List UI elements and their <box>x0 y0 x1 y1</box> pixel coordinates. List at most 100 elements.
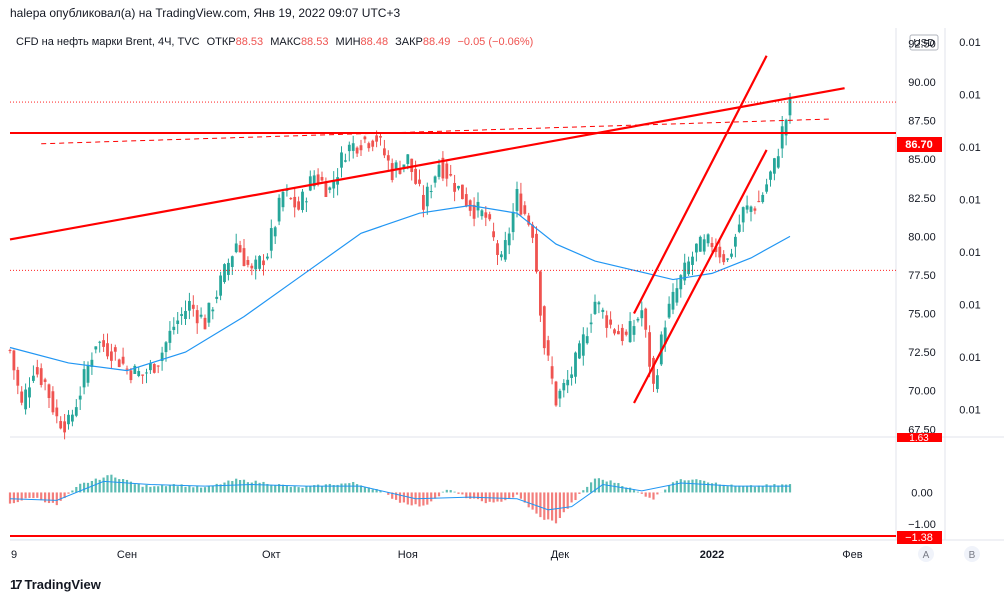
candle-body <box>429 191 433 193</box>
candle-body <box>542 306 546 349</box>
price-label: 86.70 <box>905 139 933 151</box>
candle-body <box>496 243 499 255</box>
candle-body <box>652 357 655 384</box>
candle-body <box>492 231 495 238</box>
candle-body <box>121 356 125 364</box>
candle-body <box>414 168 417 184</box>
scale-button-b[interactable]: B <box>969 550 976 561</box>
candle-body <box>636 318 640 321</box>
time-tick-label: Дек <box>551 549 570 561</box>
legend-low: 88.48 <box>361 36 389 48</box>
candle-body <box>601 309 605 312</box>
candle-body <box>539 271 542 316</box>
candle-body <box>386 155 390 161</box>
candle-body <box>35 367 39 375</box>
trendline-2 <box>41 118 830 145</box>
candle-body <box>137 371 141 377</box>
candle-body <box>160 352 164 361</box>
candle-body <box>230 256 234 267</box>
candle-body <box>375 135 378 142</box>
scale-button-a[interactable]: A <box>923 550 930 561</box>
legend-low-label: МИН <box>336 36 361 48</box>
scale-button-a-box[interactable] <box>918 546 934 562</box>
candle-body <box>683 262 687 281</box>
secondary-axis[interactable]: 0.01 0.01 0.01 0.01 0.01 0.01 0.01 0.01 <box>959 37 980 417</box>
candle-body <box>605 315 609 328</box>
candle-body <box>773 158 776 174</box>
currency-button-box[interactable] <box>909 34 939 51</box>
time-axis[interactable]: 9 Сен Окт Ноя Дек 2022 Фев <box>11 549 863 561</box>
candle-body <box>110 351 113 361</box>
price-label-box <box>897 137 942 152</box>
candle-body <box>515 188 519 211</box>
candle-body <box>90 359 94 367</box>
oscillator-axis[interactable]: 0.00 −1.00 <box>908 487 936 531</box>
candle-body <box>765 184 768 192</box>
candle-body <box>691 256 694 265</box>
candle-body <box>355 147 359 154</box>
candle-body <box>129 370 133 381</box>
chart-frame[interactable]: CFD на нефть марки Brent, 4Ч, TVC ОТКР88… <box>0 28 1004 576</box>
price-tick-label: 82.50 <box>908 193 936 205</box>
candle-body <box>613 329 616 334</box>
time-tick-label: Окт <box>262 549 281 561</box>
secondary-tick-label: 0.01 <box>959 195 980 207</box>
candle-body <box>581 334 585 356</box>
candle-body <box>472 204 476 219</box>
tradingview-logo-icon: 17 <box>10 577 23 592</box>
candle-body <box>632 326 636 335</box>
legend-row: CFD на нефть марки Brent, 4Ч, TVC ОТКР88… <box>16 36 533 48</box>
candle-body <box>406 154 410 164</box>
candle-body <box>566 379 570 386</box>
trend-drawings[interactable] <box>9 55 896 537</box>
candle-body <box>94 346 98 350</box>
candle-body <box>531 224 534 238</box>
candle-body <box>281 191 285 208</box>
candle-body <box>149 362 152 371</box>
candle-body <box>145 372 148 374</box>
candle-body <box>519 193 523 215</box>
price-tick-label: 75.00 <box>908 309 936 321</box>
chart-canvas[interactable]: CFD на нефть марки Brent, 4Ч, TVC ОТКР88… <box>0 28 1004 576</box>
time-tick-label: Сен <box>117 549 137 561</box>
scale-button-b-box[interactable] <box>964 546 980 562</box>
currency-button[interactable]: USD <box>913 38 934 49</box>
candle-body <box>663 327 667 345</box>
osc-signal-line <box>9 480 790 511</box>
candle-body <box>32 375 35 381</box>
candle-body <box>441 157 445 179</box>
candle-body <box>671 291 675 310</box>
candle-body <box>293 196 297 208</box>
candle-body <box>258 256 261 269</box>
candle-body <box>156 365 160 367</box>
candle-body <box>106 343 109 357</box>
candle-body <box>776 156 780 168</box>
candle-body <box>117 359 121 367</box>
candle-body <box>714 246 718 252</box>
price-tick-label: 80.00 <box>908 231 936 243</box>
candle-body <box>523 205 527 214</box>
legend-high-label: МАКС <box>270 36 301 48</box>
price-tick-label: 77.50 <box>908 270 936 282</box>
osc-top-label-box <box>897 433 942 442</box>
publish-header: halepa опубликовал(а) на TradingView.com… <box>10 6 401 20</box>
candle-body <box>722 254 726 263</box>
candle-body <box>199 314 203 317</box>
price-tick-label: 70.00 <box>908 386 936 398</box>
legend-open-label: ОТКР <box>207 36 236 48</box>
candle-body <box>16 369 20 386</box>
candle-body <box>761 194 765 203</box>
price-axis[interactable]: 92.50 90.00 87.50 85.00 82.50 80.00 77.50 75.00… <box>908 38 936 436</box>
candle-body <box>730 253 733 257</box>
candle-body <box>644 308 648 330</box>
candle-body <box>63 421 66 433</box>
candle-body <box>480 210 484 217</box>
candle-body <box>207 302 211 323</box>
candle-body <box>269 228 273 251</box>
footer-logo[interactable]: 17 TradingView <box>10 577 101 592</box>
candle-body <box>574 352 577 377</box>
osc-bottom-label-box <box>897 531 942 544</box>
candle-body <box>620 327 624 342</box>
candle-body <box>554 381 558 406</box>
secondary-tick-label: 0.01 <box>959 90 980 102</box>
